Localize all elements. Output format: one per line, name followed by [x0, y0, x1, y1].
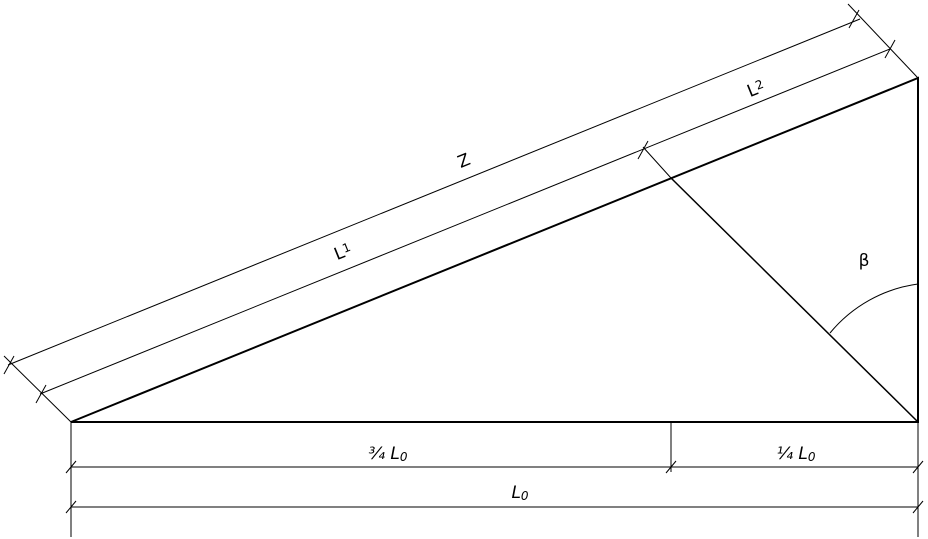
tick: [65, 500, 77, 514]
label-sub: 0: [400, 450, 408, 464]
label-main: L: [511, 483, 520, 503]
label-main: ¾ L: [369, 444, 400, 464]
label-three-quarter-l0: ¾ L0: [369, 444, 408, 464]
tick: [912, 500, 924, 514]
angle-arc: [829, 283, 919, 334]
label-l0: L0: [511, 483, 528, 503]
label-sub: 0: [808, 450, 816, 464]
label-z: Z: [455, 150, 473, 173]
tick: [912, 460, 924, 474]
label-sub: 0: [521, 489, 529, 503]
tick: [884, 39, 896, 59]
label-main: ¼ L: [777, 444, 808, 464]
tick: [848, 9, 860, 29]
extension-line: [3, 355, 72, 423]
tick: [665, 460, 677, 474]
label-beta: β: [859, 251, 870, 271]
tick: [3, 355, 15, 375]
inner-line: [670, 177, 919, 423]
label-quarter-l0: ¼ L0: [777, 444, 816, 464]
extension-line: [642, 146, 672, 179]
tick: [65, 460, 77, 474]
dimension-line: [39, 48, 891, 395]
dimension-line: [7, 18, 861, 366]
extension-line: [847, 3, 919, 79]
label-l2: L2: [744, 77, 767, 102]
triangle: [70, 76, 919, 423]
tick: [35, 384, 47, 404]
tick: [637, 140, 649, 160]
label-l1: L1: [331, 240, 354, 265]
